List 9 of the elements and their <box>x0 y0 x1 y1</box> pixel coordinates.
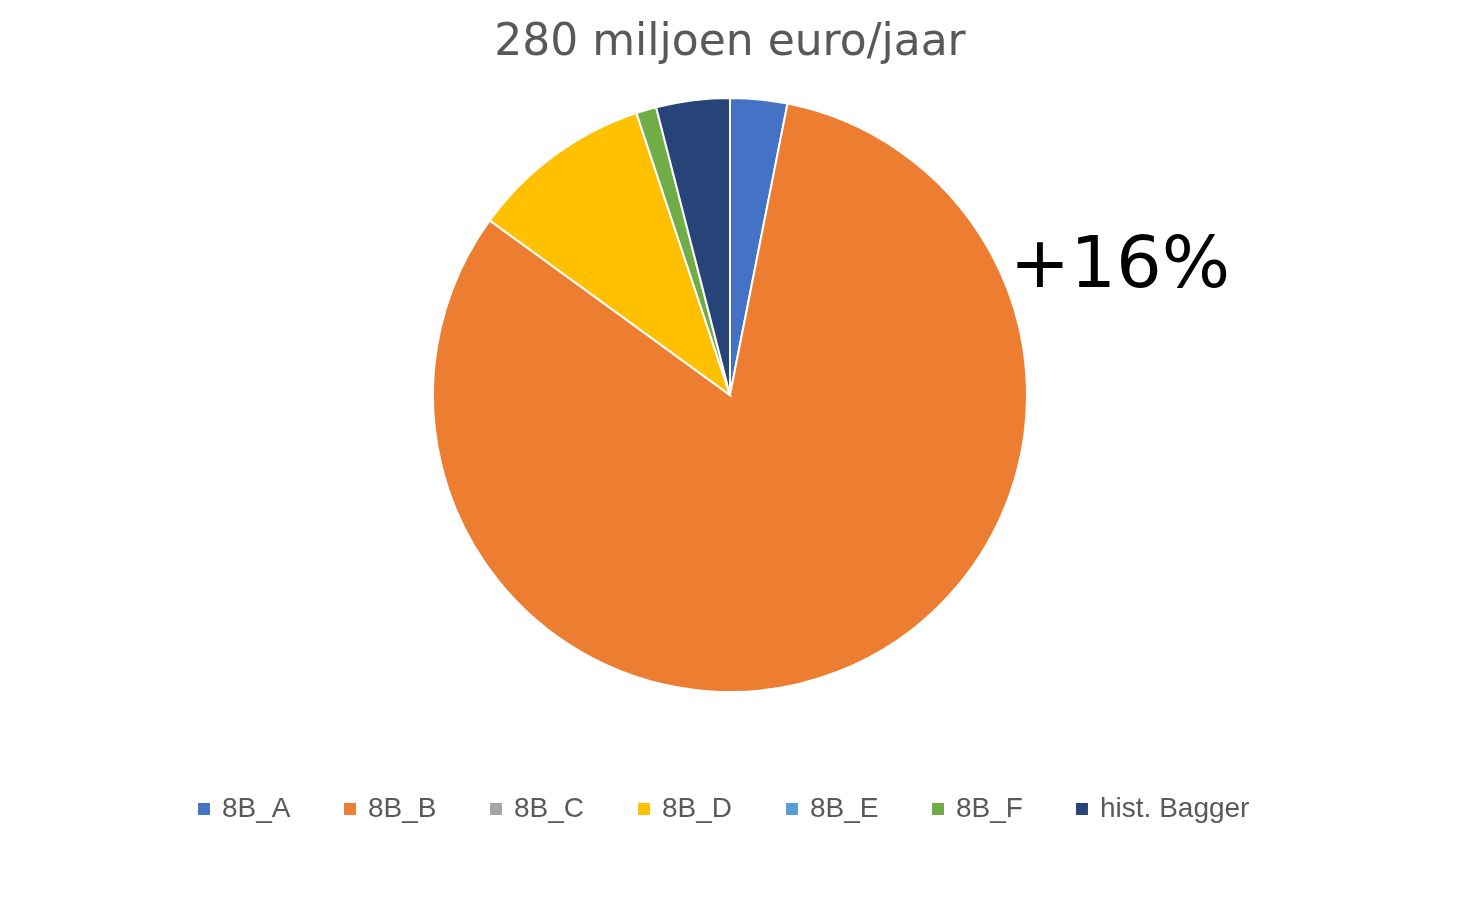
legend-label: 8B_C <box>514 792 585 823</box>
chart-title: 280 miljoen euro/jaar <box>494 14 967 65</box>
legend-label: 8B_F <box>956 792 1023 823</box>
legend-label: 8B_E <box>810 792 879 823</box>
legend-label: hist. Bagger <box>1100 792 1250 823</box>
text: +16% <box>1009 220 1231 304</box>
legend-label: 8B_D <box>662 792 733 823</box>
legend-label: 8B_A <box>222 792 291 823</box>
legend-label: 8B_B <box>368 792 437 823</box>
